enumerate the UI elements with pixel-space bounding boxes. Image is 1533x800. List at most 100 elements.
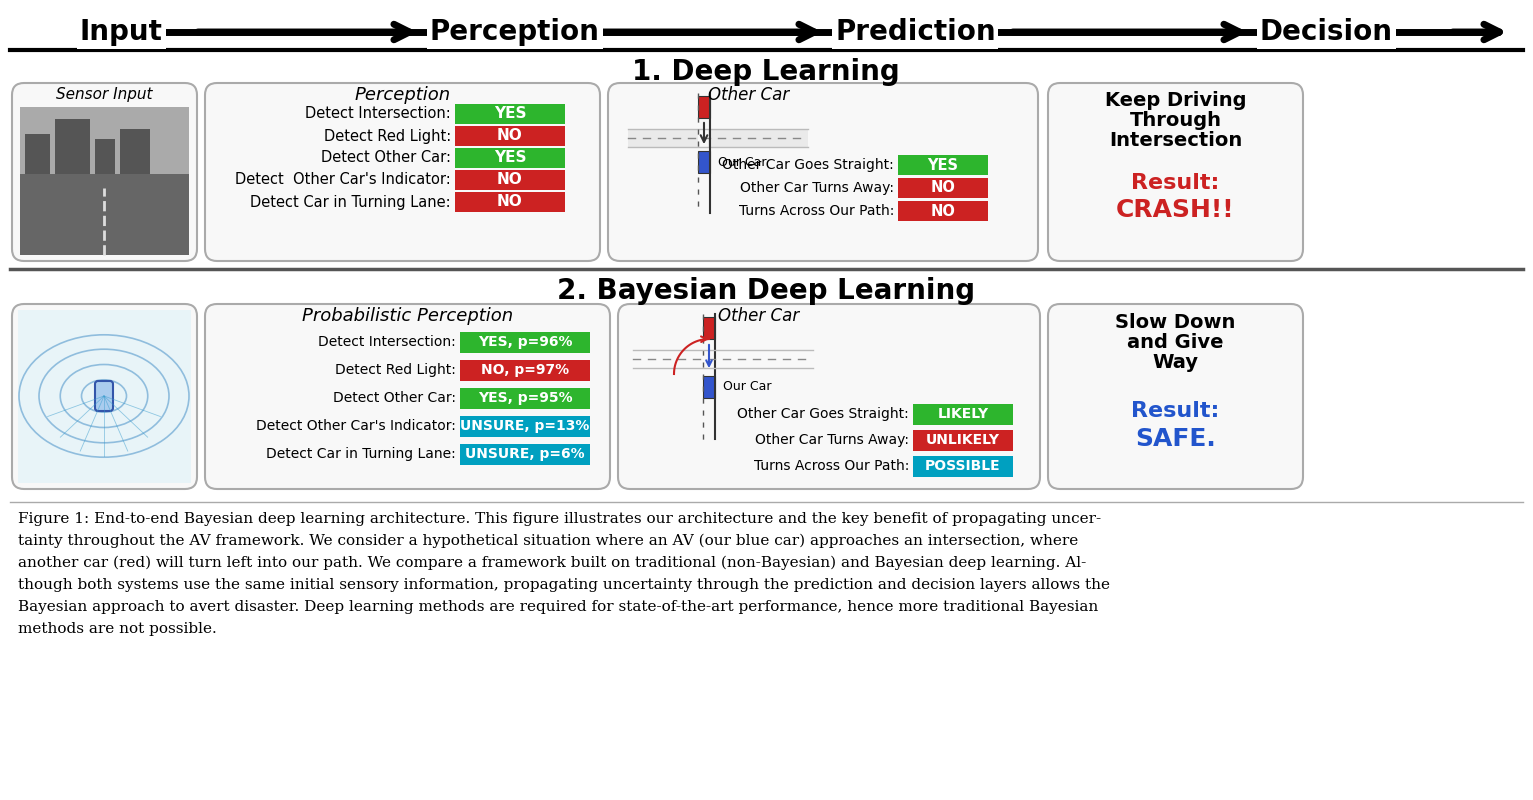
Text: Detect Intersection:: Detect Intersection: bbox=[305, 106, 451, 122]
Text: Detect Car in Turning Lane:: Detect Car in Turning Lane: bbox=[267, 447, 455, 461]
Text: UNLIKELY: UNLIKELY bbox=[926, 433, 1000, 447]
Text: Detect Other Car's Indicator:: Detect Other Car's Indicator: bbox=[256, 419, 455, 433]
Text: tainty throughout the AV framework. We consider a hypothetical situation where a: tainty throughout the AV framework. We c… bbox=[18, 534, 1078, 548]
FancyBboxPatch shape bbox=[12, 304, 198, 489]
Text: 1. Deep Learning: 1. Deep Learning bbox=[632, 58, 900, 86]
FancyBboxPatch shape bbox=[20, 107, 189, 174]
Text: and Give: and Give bbox=[1127, 333, 1223, 351]
Text: NO: NO bbox=[931, 203, 955, 218]
Text: Result:: Result: bbox=[1131, 401, 1220, 421]
FancyBboxPatch shape bbox=[95, 138, 115, 174]
Text: methods are not possible.: methods are not possible. bbox=[18, 622, 216, 636]
Text: Other Car Turns Away:: Other Car Turns Away: bbox=[740, 181, 894, 195]
Text: Way: Way bbox=[1153, 353, 1199, 371]
Text: Intersection: Intersection bbox=[1108, 131, 1242, 150]
Text: UNSURE, p=13%: UNSURE, p=13% bbox=[460, 419, 590, 433]
FancyBboxPatch shape bbox=[20, 174, 189, 255]
Text: SAFE.: SAFE. bbox=[1134, 427, 1216, 451]
FancyBboxPatch shape bbox=[460, 359, 590, 381]
Text: Other Car Goes Straight:: Other Car Goes Straight: bbox=[722, 158, 894, 172]
FancyBboxPatch shape bbox=[455, 170, 566, 190]
Text: Detect Other Car:: Detect Other Car: bbox=[320, 150, 451, 166]
FancyBboxPatch shape bbox=[455, 192, 566, 212]
Text: NO: NO bbox=[497, 173, 523, 187]
FancyBboxPatch shape bbox=[205, 83, 599, 261]
Text: Result:: Result: bbox=[1131, 173, 1220, 193]
Text: Prediction: Prediction bbox=[835, 18, 995, 46]
Text: 2. Bayesian Deep Learning: 2. Bayesian Deep Learning bbox=[556, 277, 975, 305]
FancyBboxPatch shape bbox=[618, 304, 1039, 489]
FancyBboxPatch shape bbox=[460, 331, 590, 353]
Text: LIKELY: LIKELY bbox=[938, 407, 989, 421]
Text: NO: NO bbox=[497, 194, 523, 210]
FancyBboxPatch shape bbox=[1049, 304, 1303, 489]
FancyBboxPatch shape bbox=[455, 148, 566, 168]
Text: Detect Red Light:: Detect Red Light: bbox=[336, 363, 455, 377]
Text: UNSURE, p=6%: UNSURE, p=6% bbox=[464, 447, 584, 461]
Text: Through: Through bbox=[1130, 111, 1222, 130]
FancyBboxPatch shape bbox=[120, 129, 150, 174]
FancyBboxPatch shape bbox=[1049, 83, 1303, 261]
Text: Detect Intersection:: Detect Intersection: bbox=[319, 335, 455, 349]
Text: POSSIBLE: POSSIBLE bbox=[926, 459, 1001, 473]
Text: YES, p=95%: YES, p=95% bbox=[478, 391, 572, 405]
Text: Detect  Other Car's Indicator:: Detect Other Car's Indicator: bbox=[235, 173, 451, 187]
Text: Perception: Perception bbox=[429, 18, 599, 46]
Text: Our Car: Our Car bbox=[717, 155, 766, 169]
Text: Bayesian approach to avert disaster. Deep learning methods are required for stat: Bayesian approach to avert disaster. Dee… bbox=[18, 600, 1098, 614]
Text: Sensor Input: Sensor Input bbox=[57, 87, 153, 102]
FancyBboxPatch shape bbox=[12, 83, 198, 261]
Text: another car (red) will turn left into our path. We compare a framework built on : another car (red) will turn left into ou… bbox=[18, 556, 1087, 570]
Text: Our Car: Our Car bbox=[724, 381, 771, 394]
FancyBboxPatch shape bbox=[698, 151, 710, 173]
FancyBboxPatch shape bbox=[460, 387, 590, 409]
Text: Probabilistic Perception: Probabilistic Perception bbox=[302, 307, 514, 325]
Text: Figure 1: End-to-end Bayesian deep learning architecture. This figure illustrate: Figure 1: End-to-end Bayesian deep learn… bbox=[18, 512, 1101, 526]
Text: Other Car: Other Car bbox=[717, 307, 799, 325]
FancyBboxPatch shape bbox=[55, 118, 90, 174]
FancyBboxPatch shape bbox=[914, 430, 1013, 450]
Text: Detect Other Car:: Detect Other Car: bbox=[333, 391, 455, 405]
Text: Detect Red Light:: Detect Red Light: bbox=[323, 129, 451, 143]
Text: Turns Across Our Path:: Turns Across Our Path: bbox=[739, 204, 894, 218]
Text: Decision: Decision bbox=[1260, 18, 1393, 46]
FancyBboxPatch shape bbox=[205, 304, 610, 489]
Text: Perception: Perception bbox=[354, 86, 451, 104]
FancyBboxPatch shape bbox=[460, 443, 590, 465]
FancyBboxPatch shape bbox=[629, 129, 698, 147]
FancyBboxPatch shape bbox=[704, 317, 714, 339]
Text: Other Car Goes Straight:: Other Car Goes Straight: bbox=[737, 407, 909, 421]
FancyBboxPatch shape bbox=[914, 403, 1013, 425]
FancyBboxPatch shape bbox=[95, 381, 113, 411]
Text: Other Car: Other Car bbox=[708, 86, 789, 104]
Text: YES: YES bbox=[927, 158, 958, 173]
Text: Turns Across Our Path:: Turns Across Our Path: bbox=[754, 459, 909, 473]
Text: Slow Down: Slow Down bbox=[1116, 313, 1236, 331]
Text: NO: NO bbox=[497, 129, 523, 143]
FancyBboxPatch shape bbox=[708, 129, 808, 147]
Text: Input: Input bbox=[80, 18, 162, 46]
Text: YES: YES bbox=[494, 150, 526, 166]
FancyBboxPatch shape bbox=[455, 104, 566, 124]
Text: NO, p=97%: NO, p=97% bbox=[481, 363, 569, 377]
FancyBboxPatch shape bbox=[698, 96, 710, 118]
Text: YES: YES bbox=[494, 106, 526, 122]
FancyBboxPatch shape bbox=[914, 455, 1013, 477]
Text: CRASH!!: CRASH!! bbox=[1116, 198, 1234, 222]
FancyBboxPatch shape bbox=[455, 126, 566, 146]
FancyBboxPatch shape bbox=[704, 376, 714, 398]
Text: Other Car Turns Away:: Other Car Turns Away: bbox=[754, 433, 909, 447]
FancyBboxPatch shape bbox=[898, 178, 987, 198]
FancyBboxPatch shape bbox=[898, 155, 987, 175]
FancyBboxPatch shape bbox=[898, 201, 987, 221]
Text: Detect Car in Turning Lane:: Detect Car in Turning Lane: bbox=[250, 194, 451, 210]
FancyBboxPatch shape bbox=[460, 415, 590, 437]
FancyBboxPatch shape bbox=[18, 310, 192, 483]
Text: YES, p=96%: YES, p=96% bbox=[478, 335, 572, 349]
FancyBboxPatch shape bbox=[25, 134, 51, 174]
Text: though both systems use the same initial sensory information, propagating uncert: though both systems use the same initial… bbox=[18, 578, 1110, 592]
Text: NO: NO bbox=[931, 181, 955, 195]
Text: Keep Driving: Keep Driving bbox=[1105, 91, 1246, 110]
FancyBboxPatch shape bbox=[609, 83, 1038, 261]
FancyBboxPatch shape bbox=[20, 107, 189, 255]
